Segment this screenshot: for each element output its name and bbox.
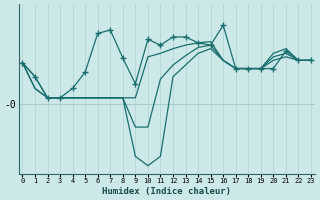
X-axis label: Humidex (Indice chaleur): Humidex (Indice chaleur) <box>102 187 231 196</box>
